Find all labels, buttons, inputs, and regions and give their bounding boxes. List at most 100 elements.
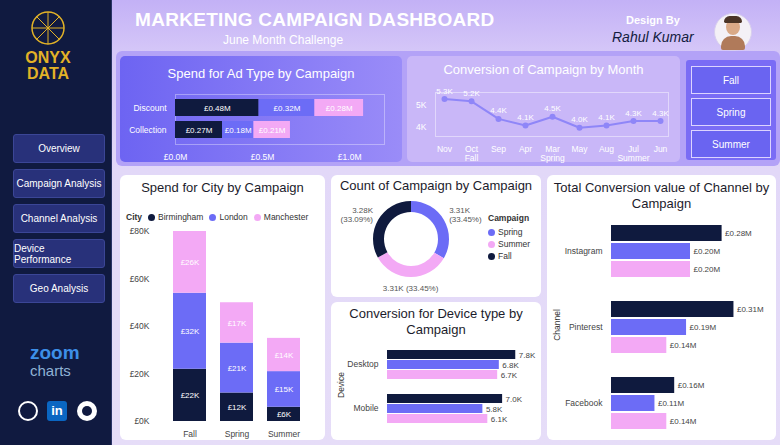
- html-text:Total Conversion value of Chan: Total Conversion value of Channel by Cam…: [553, 180, 770, 211]
- svg-text:£80K: £80K: [130, 226, 150, 236]
- html-text:Fall: Fall: [722, 74, 740, 86]
- svg-text:May: May: [571, 144, 588, 154]
- svg-text:Aug: Aug: [599, 144, 614, 154]
- svg-text:Jul: Jul: [628, 143, 639, 154]
- svg-text:£0K: £0K: [134, 416, 149, 426]
- svg-text:£17K: £17K: [228, 318, 247, 327]
- svg-text:Instagram: Instagram: [565, 246, 603, 256]
- svg-text:£21K: £21K: [228, 364, 247, 373]
- html-text:Conversion for Device type by: Conversion for Device type by Campaign: [349, 306, 523, 337]
- svg-text:Pinterest: Pinterest: [569, 322, 603, 332]
- svg-text:£60K: £60K: [130, 274, 150, 284]
- svg-text:3.28K(33.09%): 3.28K(33.09%): [341, 206, 374, 224]
- html-text:ONYX: ONYX: [25, 49, 71, 66]
- html-text:June Month Challenge: June Month Challenge: [223, 33, 344, 47]
- svg-text:4.1K: 4.1K: [598, 113, 615, 122]
- svg-text:Fall: Fall: [465, 153, 479, 163]
- svg-text:£0.31M: £0.31M: [737, 305, 764, 314]
- svg-text:Spring: Spring: [225, 429, 250, 439]
- svg-text:Jun: Jun: [654, 144, 668, 154]
- svg-text:£0.14M: £0.14M: [670, 341, 697, 350]
- html-text:Channel Analysis: Channel Analysis: [20, 213, 98, 224]
- html-text:Rahul Kumar: Rahul Kumar: [612, 29, 694, 45]
- html-text:Device Performance: Device Performance: [14, 242, 72, 265]
- svg-text:4.0K: 4.0K: [571, 115, 588, 124]
- html-text:Count of Campaign by Campaign: Count of Campaign by Campaign: [339, 178, 533, 193]
- svg-text:4K: 4K: [416, 122, 427, 132]
- html-text:charts: charts: [30, 362, 71, 379]
- svg-text:3.31K (33.45%): 3.31K (33.45%): [383, 284, 439, 293]
- svg-text:6.1K: 6.1K: [491, 415, 508, 424]
- svg-text:£32K: £32K: [181, 327, 200, 336]
- svg-text:7.8K: 7.8K: [519, 351, 536, 360]
- svg-text:4.1K: 4.1K: [517, 113, 534, 122]
- svg-text:4.4K: 4.4K: [490, 106, 507, 115]
- html-text:Spring: Spring: [716, 106, 746, 118]
- svg-text:£12K: £12K: [228, 403, 247, 412]
- html-text:zoom: zoom: [30, 342, 80, 363]
- svg-text:£6K: £6K: [277, 410, 292, 419]
- svg-text:£0.21M: £0.21M: [259, 126, 286, 135]
- html-text:Summer: Summer: [712, 138, 750, 150]
- svg-text:£0.19M: £0.19M: [690, 323, 717, 332]
- svg-text:Discount: Discount: [133, 103, 167, 113]
- html-text:Conversion of Campaign by Mont: Conversion of Campaign by Month: [443, 62, 644, 77]
- html-text:DATA: DATA: [27, 65, 69, 82]
- svg-text:Mar: Mar: [545, 143, 560, 154]
- svg-text:Collection: Collection: [129, 125, 167, 135]
- html-text:Spend for City by Campaign: Spend for City by Campaign: [141, 180, 304, 195]
- svg-text:5K: 5K: [416, 100, 427, 110]
- svg-text:Summer: Summer: [268, 429, 300, 439]
- svg-text:£0.11M: £0.11M: [658, 399, 684, 408]
- svg-text:£0.32M: £0.32M: [274, 104, 301, 113]
- svg-text:4.3K: 4.3K: [625, 109, 642, 118]
- html-text:Birmingham: Birmingham: [158, 212, 204, 222]
- svg-text:£0.16M: £0.16M: [678, 381, 705, 390]
- html-text:Geo Analysis: Geo Analysis: [29, 283, 89, 294]
- html-text:London: London: [219, 212, 248, 222]
- svg-text:£0.5M: £0.5M: [251, 152, 275, 162]
- svg-text:Facebook: Facebook: [565, 398, 603, 408]
- svg-text:Oct: Oct: [464, 143, 479, 154]
- svg-text:Sep: Sep: [491, 144, 506, 154]
- html-text:City: City: [126, 212, 143, 222]
- svg-text:£0.28M: £0.28M: [326, 104, 353, 113]
- svg-text:£0.27M: £0.27M: [186, 126, 213, 135]
- svg-text:Summer: Summer: [617, 153, 649, 163]
- svg-text:Mobile: Mobile: [353, 403, 378, 413]
- svg-text:3.31K(33.45%): 3.31K(33.45%): [449, 206, 482, 224]
- svg-text:5.2K: 5.2K: [463, 89, 480, 98]
- svg-text:Spring: Spring: [540, 153, 565, 163]
- svg-text:£0.0M: £0.0M: [164, 152, 188, 162]
- svg-text:£15K: £15K: [275, 385, 294, 394]
- svg-text:£26K: £26K: [181, 258, 200, 267]
- svg-text:£0.18M: £0.18M: [225, 126, 252, 135]
- svg-text:£20K: £20K: [130, 369, 150, 379]
- svg-text:6.8K: 6.8K: [502, 361, 519, 370]
- html-text:MARKETING CAMPAIGN DASHBOARD: MARKETING CAMPAIGN DASHBOARD: [135, 9, 495, 30]
- svg-text:5.3K: 5.3K: [436, 87, 453, 96]
- html-text:Design By: Design By: [626, 14, 680, 26]
- svg-text:£0.14M: £0.14M: [670, 417, 697, 426]
- svg-text:£14K: £14K: [275, 351, 294, 360]
- svg-text:4.3K: 4.3K: [652, 109, 669, 118]
- svg-text:6.7K: 6.7K: [501, 371, 518, 380]
- svg-text:Desktop: Desktop: [347, 359, 378, 369]
- svg-text:Nov: Nov: [437, 144, 453, 154]
- svg-text:Apr: Apr: [519, 144, 532, 154]
- html-text:Campaign Analysis: Campaign Analysis: [16, 178, 102, 189]
- svg-text:£0.48M: £0.48M: [204, 104, 231, 113]
- html-text:Overview: Overview: [38, 143, 80, 154]
- svg-text:4.5K: 4.5K: [544, 104, 561, 113]
- html-text:Spend for Ad Type by Campaign: Spend for Ad Type by Campaign: [167, 66, 355, 81]
- svg-text:£1.0M: £1.0M: [338, 152, 362, 162]
- svg-text:£40K: £40K: [130, 321, 150, 331]
- svg-text:5.8K: 5.8K: [486, 405, 503, 414]
- svg-text:£0.20M: £0.20M: [694, 247, 721, 256]
- svg-text:£0.28M: £0.28M: [725, 229, 752, 238]
- svg-text:Fall: Fall: [183, 429, 197, 439]
- svg-text:£22K: £22K: [181, 391, 200, 400]
- html-text:in: in: [51, 403, 63, 418]
- svg-text:7.0K: 7.0K: [506, 395, 523, 404]
- svg-text:£0.20M: £0.20M: [694, 265, 721, 274]
